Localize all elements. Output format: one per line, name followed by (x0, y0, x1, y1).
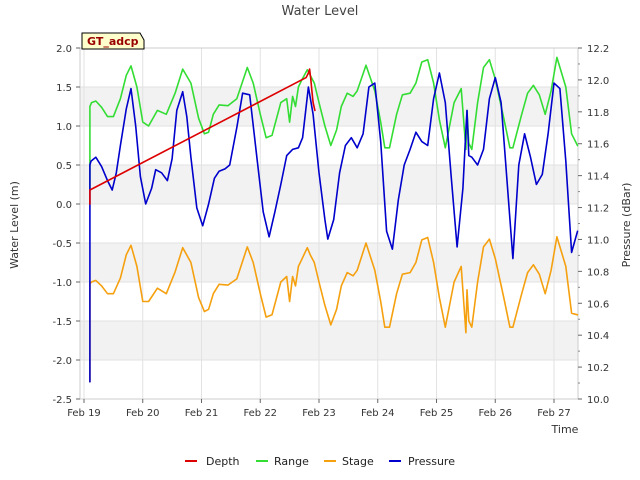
x-tick-label: Feb 23 (302, 408, 336, 419)
x-axis-label: Time (551, 423, 579, 436)
series-line-stage (89, 236, 579, 383)
y-right-tick-label: 12.0 (587, 76, 609, 87)
x-tick-label: Feb 20 (126, 408, 160, 419)
chart-title: Water Level (282, 4, 359, 19)
x-tick-label: Feb 19 (67, 408, 101, 419)
series-layer (89, 56, 579, 383)
y-right-tick-label: 11.4 (587, 172, 609, 183)
y-tick-label: -1.5 (52, 317, 72, 328)
x-tick-label: Feb 21 (185, 408, 219, 419)
y-tick-label: 0.0 (56, 200, 72, 211)
y-right-tick-label: 10.4 (587, 331, 609, 342)
y-tick-label: -2.0 (52, 356, 72, 367)
series-line-pressure (89, 72, 579, 383)
x-tick-label: Feb 25 (420, 408, 454, 419)
axes: -2.5 -2.0 -1.5 -1.0 -0.5 0.0 0.5 1.0 1.5 2.0 Feb 1… (52, 44, 609, 419)
y-tick-label: 1.5 (56, 83, 72, 94)
y-tick-label: -1.0 (52, 278, 72, 289)
y-axis-right-label: Pressure (dBar) (620, 183, 633, 268)
series-line-range (89, 56, 579, 190)
legend-label-stage: Stage (342, 455, 374, 468)
y-tick-label: 0.5 (56, 161, 72, 172)
y-right-tick-label: 12.2 (587, 44, 609, 55)
legend-label-range: Range (274, 455, 309, 468)
plot-band-1 (80, 87, 578, 126)
site-badge-label: GT_adcp (87, 35, 139, 48)
y-right-tick-label: 10.8 (587, 267, 609, 278)
series-line-depth (89, 68, 316, 205)
legend-label-pressure: Pressure (408, 455, 455, 468)
x-tick-label: Feb 26 (478, 408, 512, 419)
y-right-tick-label: 10.6 (587, 299, 609, 310)
plot-band-4 (80, 321, 578, 360)
y-right-tick-label: 11.6 (587, 140, 609, 151)
y-tick-label: -0.5 (52, 239, 72, 250)
legend-label-depth: Depth (206, 455, 240, 468)
y-right-tick-label: 11.8 (587, 108, 609, 119)
y-right-tick-label: 10.2 (587, 363, 609, 374)
y-right-tick-label: 11.2 (587, 204, 609, 215)
site-badge-box (81, 32, 145, 50)
y-tick-label: 2.0 (56, 44, 72, 55)
y-tick-label: -2.5 (52, 395, 72, 406)
y-right-tick-label: 10.0 (587, 395, 609, 406)
x-tick-label: Feb 24 (361, 408, 395, 419)
site-badge: GT_adcp (81, 32, 145, 50)
plot-band-3 (80, 243, 578, 282)
y-right-tick-label: 11.0 (587, 235, 609, 246)
y-axis-label: Water Level (m) (8, 181, 21, 269)
x-tick-label: Feb 27 (537, 408, 571, 419)
y-tick-label: 1.0 (56, 122, 72, 133)
legend: Depth Range Stage Pressure (185, 455, 455, 468)
x-tick-label: Feb 22 (243, 408, 277, 419)
